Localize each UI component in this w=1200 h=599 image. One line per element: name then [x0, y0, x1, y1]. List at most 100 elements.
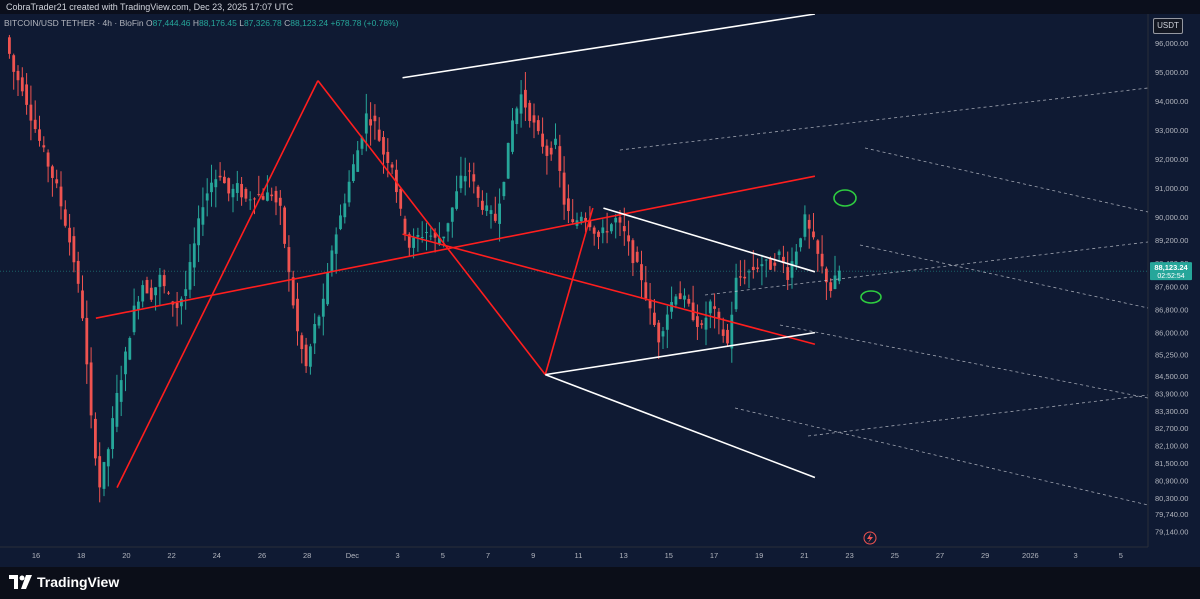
- time-tick-label: 21: [800, 551, 808, 560]
- candle-body: [72, 236, 76, 263]
- candle-body: [468, 170, 471, 172]
- time-tick-label: 18: [77, 551, 85, 560]
- price-tick-label: 92,000.00: [1155, 155, 1188, 164]
- candle-body: [631, 240, 635, 264]
- candle-body: [708, 301, 712, 314]
- candle-body: [261, 196, 265, 200]
- white-line[interactable]: [603, 207, 816, 273]
- candle-body: [102, 462, 106, 489]
- highlight-marker[interactable]: [833, 189, 857, 207]
- current-price-tag[interactable]: [1150, 262, 1192, 281]
- low-value: 87,326.78: [243, 18, 282, 28]
- candle-body: [296, 298, 299, 332]
- time-tick-label: 28: [303, 551, 311, 560]
- candle-body: [837, 270, 841, 282]
- candle-body: [640, 264, 643, 281]
- time-tick-label: 7: [486, 551, 490, 560]
- candle-body: [270, 194, 274, 197]
- candle-body: [653, 312, 656, 325]
- candle-body: [42, 145, 46, 148]
- candle-body: [210, 182, 213, 193]
- time-tick-label: 5: [1119, 551, 1123, 560]
- time-tick-label: 9: [531, 551, 535, 560]
- tradingview-logo[interactable]: TradingView: [9, 574, 119, 590]
- candle-body: [584, 217, 587, 223]
- candle-body: [661, 331, 665, 337]
- candle-body: [713, 306, 716, 309]
- high-value: 88,176.45: [199, 18, 237, 28]
- candle-body: [304, 344, 308, 367]
- candle-body: [403, 218, 407, 234]
- candle-body: [180, 298, 183, 307]
- candle-body: [511, 120, 514, 152]
- price-tick-label: 95,000.00: [1155, 68, 1188, 77]
- pitchfork-dashed-line: [704, 241, 1149, 296]
- white-line[interactable]: [544, 373, 816, 479]
- candle-body: [524, 89, 527, 108]
- candle-body: [683, 295, 686, 300]
- candle-body: [450, 207, 454, 222]
- candle-body: [283, 207, 286, 244]
- candle-body: [794, 251, 798, 265]
- time-tick-label: 13: [619, 551, 627, 560]
- price-tick-label: 91,000.00: [1155, 184, 1188, 193]
- candle-body: [678, 293, 682, 300]
- candle-body: [747, 271, 751, 273]
- attribution-bar: CobraTrader21 created with TradingView.c…: [0, 0, 1200, 14]
- red-line[interactable]: [317, 80, 546, 376]
- candle-body: [300, 335, 304, 350]
- pitchfork-dashed-line: [779, 324, 1149, 399]
- time-tick-label: 19: [755, 551, 763, 560]
- white-line[interactable]: [402, 13, 816, 79]
- price-tick-label: 90,000.00: [1155, 213, 1188, 222]
- red-line[interactable]: [544, 207, 594, 375]
- highlight-marker[interactable]: [860, 290, 882, 304]
- candle-body: [231, 188, 235, 198]
- candle-body: [386, 151, 390, 163]
- currency-badge[interactable]: USDT: [1153, 18, 1183, 34]
- candle-body: [751, 266, 755, 271]
- candle-body: [790, 261, 794, 278]
- candle-body: [442, 236, 446, 239]
- symbol-name[interactable]: BITCOIN/USD TETHER · 4h · BloFin: [4, 18, 144, 28]
- candle-body: [769, 259, 772, 270]
- white-line[interactable]: [545, 331, 816, 376]
- candle-body: [29, 104, 33, 121]
- countdown-timer: 02:52:54: [1157, 273, 1184, 280]
- candle-body: [807, 219, 811, 229]
- candle-body: [248, 199, 252, 201]
- red-line[interactable]: [402, 233, 816, 346]
- time-tick-label: 15: [665, 551, 673, 560]
- candle-body: [85, 317, 89, 365]
- candle-body: [334, 234, 338, 254]
- red-line[interactable]: [95, 175, 816, 319]
- candle-body: [644, 282, 648, 299]
- time-tick-label: 24: [213, 551, 221, 560]
- candle-body: [528, 102, 532, 122]
- candle-body: [124, 351, 127, 375]
- candle-body: [119, 380, 123, 402]
- candle-body: [700, 323, 704, 325]
- candle-body: [493, 213, 497, 221]
- red-line[interactable]: [116, 80, 319, 488]
- candle-body: [717, 311, 721, 319]
- candle-body: [227, 178, 231, 194]
- attribution-text: CobraTrader21 created with TradingView.c…: [6, 2, 294, 12]
- candle-body: [89, 362, 93, 416]
- candle-body: [472, 174, 476, 182]
- candle-body: [485, 205, 489, 211]
- candle-body: [696, 316, 699, 327]
- candle-body: [278, 197, 282, 206]
- candle-body: [545, 145, 549, 156]
- candle-body: [622, 226, 626, 232]
- candle-body: [541, 133, 544, 147]
- candle-body: [33, 119, 37, 130]
- candle-body: [812, 231, 815, 238]
- price-tick-label: 86,000.00: [1155, 329, 1188, 338]
- candle-body: [68, 227, 71, 243]
- time-tick-label: 20: [122, 551, 130, 560]
- price-tick-label: 79,740.00: [1155, 510, 1188, 519]
- candle-body: [463, 176, 467, 182]
